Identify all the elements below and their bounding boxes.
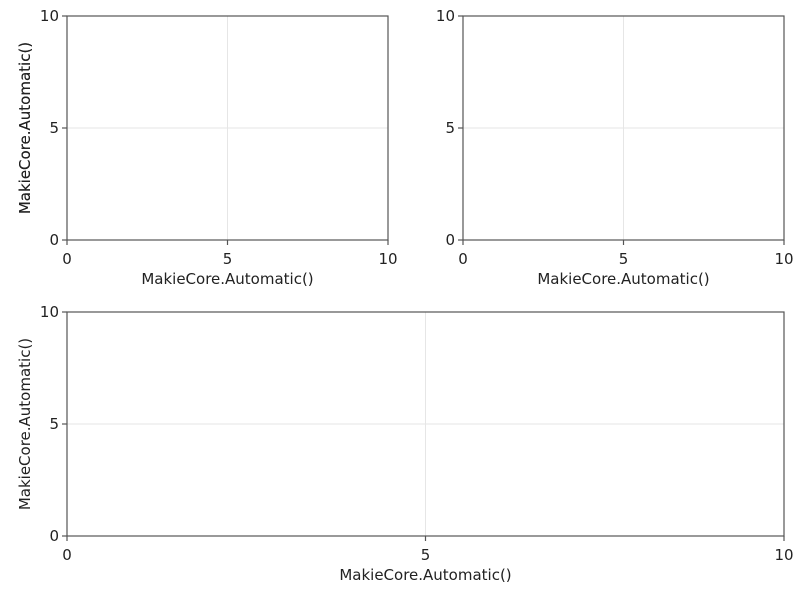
- y-tick-label: 5: [445, 119, 455, 137]
- y-tick-label: 10: [40, 303, 59, 321]
- x-tick-label: 10: [378, 250, 397, 268]
- x-axis-label: MakieCore.Automatic(): [141, 270, 313, 288]
- y-axis-label: MakieCore.Automatic(): [16, 42, 34, 214]
- y-tick-label: 5: [49, 119, 59, 137]
- x-tick-label: 0: [458, 250, 468, 268]
- x-axis-label: MakieCore.Automatic(): [339, 566, 511, 584]
- x-tick-label: 10: [774, 250, 793, 268]
- y-axis-label: MakieCore.Automatic(): [16, 42, 34, 214]
- y-axis-label: MakieCore.Automatic(): [16, 338, 34, 510]
- x-axis-label: MakieCore.Automatic(): [537, 270, 709, 288]
- y-tick-label: 0: [49, 231, 59, 249]
- x-tick-label: 5: [619, 250, 629, 268]
- y-tick-label: 10: [40, 7, 59, 25]
- y-tick-label: 10: [436, 7, 455, 25]
- x-tick-label: 10: [774, 546, 793, 564]
- y-tick-label: 5: [49, 415, 59, 433]
- y-tick-label: 0: [49, 527, 59, 545]
- x-tick-label: 0: [62, 546, 72, 564]
- x-tick-label: 0: [62, 250, 72, 268]
- x-tick-label: 5: [223, 250, 233, 268]
- y-tick-label: 0: [445, 231, 455, 249]
- x-tick-label: 5: [421, 546, 431, 564]
